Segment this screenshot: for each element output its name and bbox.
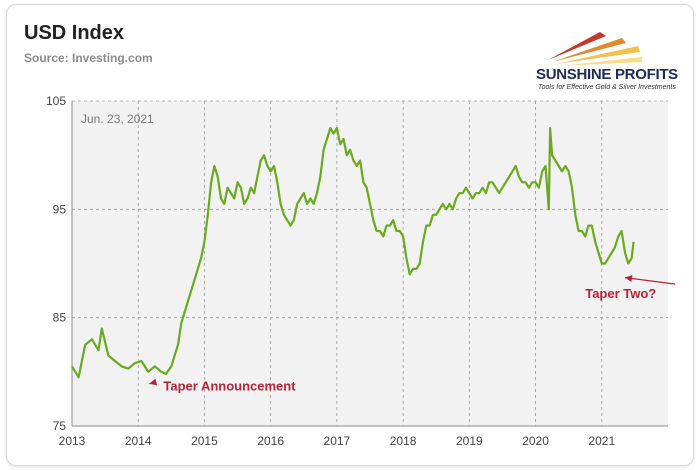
x-tick-label: 2015 xyxy=(191,434,218,448)
chart-title: USD Index xyxy=(24,22,125,44)
logo-tagline: Tools for Effective Gold & Silver Invest… xyxy=(538,84,676,91)
brand-logo: SUNSHINE PROFITS Tools for Effective Gol… xyxy=(530,24,680,96)
plot-area xyxy=(72,101,668,426)
annotation-arrow-line xyxy=(624,276,676,285)
series-line-usd-index xyxy=(71,127,635,379)
y-tick-label: 105 xyxy=(46,94,66,108)
x-tick-label: 2021 xyxy=(588,434,615,448)
annotation-taper-two: Taper Two? xyxy=(585,286,656,301)
annotations: Taper Announcement Taper Two? xyxy=(149,275,676,393)
x-tick-label: 2016 xyxy=(257,434,284,448)
x-tick-label: 2017 xyxy=(324,434,351,448)
chart-source: Source: Investing.com xyxy=(24,51,153,65)
annotation-taper-announcement: Taper Announcement xyxy=(163,378,296,393)
logo-name: SUNSHINE PROFITS xyxy=(536,66,678,83)
x-tick-label: 2014 xyxy=(125,434,152,448)
axes: 75 85 95 105 2013 2014 2015 2016 2017 2018 2019 202… xyxy=(46,94,668,448)
annotation-arrow-head xyxy=(625,275,633,282)
y-tick-label: 95 xyxy=(53,202,67,216)
x-tick-label: 2018 xyxy=(390,434,417,448)
date-label: Jun. 23, 2021 xyxy=(81,112,154,126)
y-tick-label: 85 xyxy=(53,311,67,325)
x-tick-label: 2013 xyxy=(59,434,86,448)
x-tick-label: 2020 xyxy=(522,434,549,448)
sunrays-icon xyxy=(548,32,642,66)
annotation-arrow-head xyxy=(149,378,158,386)
y-tick-label: 75 xyxy=(53,419,67,433)
x-tick-label: 2019 xyxy=(456,434,483,448)
